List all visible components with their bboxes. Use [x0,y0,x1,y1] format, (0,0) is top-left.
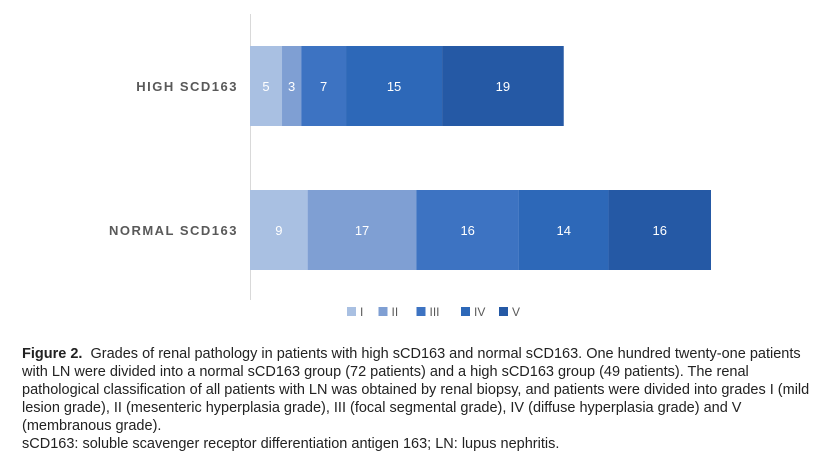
data-label-high-scd163-grade-v: 19 [496,79,510,94]
legend-swatch-iii [416,307,426,316]
data-label-normal-scd163-grade-i: 9 [275,223,282,238]
data-label-normal-scd163-grade-ii: 17 [355,223,369,238]
bar-segment-normal-scd163-grade-ii [307,190,417,270]
caption-paragraph: Figure 2. Grades of renal pathology in p… [22,345,812,435]
figure-caption: Figure 2. Grades of renal pathology in p… [22,345,812,453]
legend-label-iv: IV [474,305,485,319]
category-label-high-scd163: HIGH SCD163 [136,79,238,94]
bar-segment-high-scd163-grade-ii [282,46,302,126]
data-label-high-scd163-grade-iii: 7 [320,79,327,94]
caption-abbreviations: sCD163: soluble scavenger receptor diffe… [22,436,560,452]
data-label-high-scd163-grade-i: 5 [262,79,269,94]
category-label-normal-scd163: NORMAL SCD163 [109,223,238,238]
figure-label: Figure 2. [22,346,83,362]
data-label-normal-scd163-grade-iii: 16 [460,223,474,238]
legend-label-i: I [360,305,363,319]
bar-segment-normal-scd163-grade-iv [518,190,609,270]
data-label-high-scd163-grade-ii: 3 [288,79,295,94]
data-label-normal-scd163-grade-iv: 14 [557,223,571,238]
legend-swatch-i [347,307,356,316]
legend-swatch-v [499,307,508,316]
bar-segment-high-scd163-grade-v [442,46,564,126]
caption-text: Grades of renal pathology in patients wi… [22,346,810,434]
legend-swatch-iv [461,307,470,316]
bar-segment-high-scd163-grade-iii [301,46,347,126]
legend-swatch-ii [378,307,388,316]
legend-label-v: V [512,305,520,319]
data-label-high-scd163-grade-iv: 15 [387,79,401,94]
legend-label-iii: III [430,305,440,319]
bar-segment-normal-scd163-grade-i [250,190,308,270]
bar-segment-high-scd163-grade-iv [346,46,443,126]
stacked-bar-chart: HIGH SCD163 5 3 7 15 19 NORMAL SCD163 9 17 16 14 16… [109,14,711,319]
legend-label-ii: II [392,305,399,319]
bar-segment-high-scd163-grade-i [250,46,283,126]
bar-segment-normal-scd163-grade-iii [416,190,519,270]
data-label-normal-scd163-grade-v: 16 [653,223,667,238]
bar-segment-normal-scd163-grade-v [608,190,711,270]
